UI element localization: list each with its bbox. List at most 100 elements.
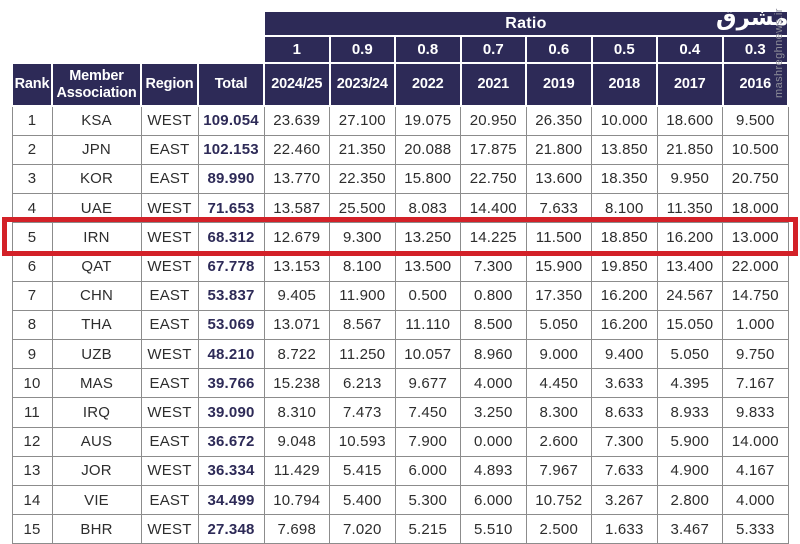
blank-space (12, 11, 264, 36)
ratio-value-cell: 9.300 (329, 222, 396, 253)
ratio-value-cell: 14.750 (722, 280, 789, 311)
ratio-value-cell: 8.100 (329, 251, 396, 282)
total-cell: 109.054 (197, 105, 265, 136)
ratio-value-cell: 7.300 (591, 426, 658, 457)
region-cell: EAST (140, 163, 199, 195)
ratio-value-cell: 5.050 (656, 338, 723, 370)
ratio-value-cell: 2.800 (656, 484, 723, 516)
ratio-value-cell: 17.875 (460, 134, 527, 165)
member-association-cell: AUS (51, 426, 142, 457)
region-cell: EAST (140, 368, 199, 399)
ratio-value-cell: 11.350 (656, 193, 723, 224)
ratio-value-cell: 21.850 (656, 134, 723, 165)
ratio-value-cell: 27.100 (329, 105, 396, 136)
member-association-cell: VIE (51, 484, 142, 516)
ratio-value-cell: 22.460 (263, 134, 330, 165)
ratio-value-cell: 9.500 (722, 105, 789, 136)
ratio-value-cell: 2.500 (525, 514, 592, 544)
col-header-2018: 2018 (590, 62, 658, 107)
ratio-value-cell: 4.900 (656, 455, 723, 486)
table-row: 9 UZB WEST 48.210 8.722 11.250 10.057 8.960 9.00… (11, 338, 789, 370)
ratio-value-cell: 7.020 (329, 514, 396, 544)
ratio-value-cell: 7.167 (722, 368, 789, 399)
region-cell: WEST (140, 397, 199, 428)
ratio-value-cell: 6.000 (394, 455, 461, 486)
ratio-value-cell: 5.400 (329, 484, 396, 516)
region-cell: EAST (140, 426, 199, 457)
column-header-row: Rank Member Association Region Total 202… (11, 62, 789, 107)
member-association-cell: CHN (51, 280, 142, 311)
ratio-value-cell: 8.100 (591, 193, 658, 224)
col-header-2023-24: 2023/24 (328, 62, 396, 107)
ratio-value-cell: 18.350 (591, 163, 658, 195)
table-row: 5 IRN WEST 68.312 12.679 9.300 13.250 14.225 11.… (11, 222, 789, 253)
table-row: 11 IRQ WEST 39.090 8.310 7.473 7.450 3.250 8.300… (11, 397, 789, 428)
ratio-value-cell: 3.250 (460, 397, 527, 428)
total-cell: 71.653 (197, 193, 265, 224)
ratio-value-cell: 11.250 (329, 338, 396, 370)
col-header-total: Total (197, 62, 265, 107)
member-association-cell: MAS (51, 368, 142, 399)
ratio-value-header-0-9: 0.9 (328, 35, 396, 64)
table-row: 4 UAE WEST 71.653 13.587 25.500 8.083 14.400 7.6… (11, 193, 789, 224)
ratio-value-cell: 8.083 (394, 193, 461, 224)
ratio-value-cell: 7.698 (263, 514, 330, 544)
ratio-banner-row: Ratio (12, 10, 789, 37)
total-cell: 48.210 (197, 338, 265, 370)
ratio-value-cell: 10.593 (329, 426, 396, 457)
ratio-value-cell: 5.333 (722, 514, 789, 544)
member-association-cell: IRN (51, 222, 142, 253)
rank-cell: 6 (11, 251, 53, 282)
ratio-value-cell: 4.000 (722, 484, 789, 516)
ratio-value-header-0-5: 0.5 (590, 35, 658, 64)
total-cell: 68.312 (197, 222, 265, 253)
ratio-value-cell: 19.850 (591, 251, 658, 282)
ratio-value-cell: 4.450 (525, 368, 592, 399)
ratio-value-cell: 14.000 (722, 426, 789, 457)
ratio-value-cell: 22.750 (460, 163, 527, 195)
ratio-value-cell: 5.900 (656, 426, 723, 457)
ratio-value-cell: 16.200 (656, 222, 723, 253)
ratio-value-cell: 7.633 (525, 193, 592, 224)
region-cell: EAST (140, 134, 199, 165)
ratio-value-cell: 15.900 (525, 251, 592, 282)
ratio-value-cell: 9.950 (656, 163, 723, 195)
ratio-value-cell: 8.933 (656, 397, 723, 428)
ratio-value-header-1: 1 (263, 35, 331, 64)
ratio-value-cell: 8.300 (525, 397, 592, 428)
region-cell: WEST (140, 514, 199, 544)
member-association-cell: BHR (51, 514, 142, 544)
region-cell: WEST (140, 251, 199, 282)
col-header-2024-25: 2024/25 (263, 62, 331, 107)
ratio-value-cell: 10.794 (263, 484, 330, 516)
ratio-value-header-0-6: 0.6 (525, 35, 593, 64)
table-row: 10 MAS EAST 39.766 15.238 6.213 9.677 4.000 4.45… (11, 368, 789, 399)
ratio-value-cell: 18.000 (722, 193, 789, 224)
total-cell: 102.153 (197, 134, 265, 165)
ratio-value-cell: 19.075 (394, 105, 461, 136)
ratio-value-cell: 13.500 (394, 251, 461, 282)
rank-cell: 14 (11, 484, 53, 516)
ratio-value-cell: 7.300 (460, 251, 527, 282)
total-cell: 67.778 (197, 251, 265, 282)
ratio-value-cell: 14.400 (460, 193, 527, 224)
table-row: 7 CHN EAST 53.837 9.405 11.900 0.500 0.800 17.35… (11, 280, 789, 311)
ratio-value-cell: 9.833 (722, 397, 789, 428)
ratio-value-cell: 7.473 (329, 397, 396, 428)
total-cell: 53.837 (197, 280, 265, 311)
ratio-value-cell: 3.633 (591, 368, 658, 399)
ratio-value-cell: 12.679 (263, 222, 330, 253)
region-cell: WEST (140, 105, 199, 136)
ratio-value-cell: 11.110 (394, 309, 461, 341)
ratio-value-header-0-8: 0.8 (394, 35, 462, 64)
ratio-value-cell: 10.057 (394, 338, 461, 370)
ratio-value-cell: 0.800 (460, 280, 527, 311)
region-cell: WEST (140, 455, 199, 486)
ratio-value-cell: 3.467 (656, 514, 723, 544)
ratio-value-cell: 11.429 (263, 455, 330, 486)
table-row: 13 JOR WEST 36.334 11.429 5.415 6.000 4.893 7.96… (11, 455, 789, 486)
table-row: 2 JPN EAST 102.153 22.460 21.350 20.088 17.875 2… (11, 134, 789, 165)
ratio-value-cell: 15.050 (656, 309, 723, 341)
ratio-value-cell: 2.600 (525, 426, 592, 457)
ratio-value-cell: 26.350 (525, 105, 592, 136)
